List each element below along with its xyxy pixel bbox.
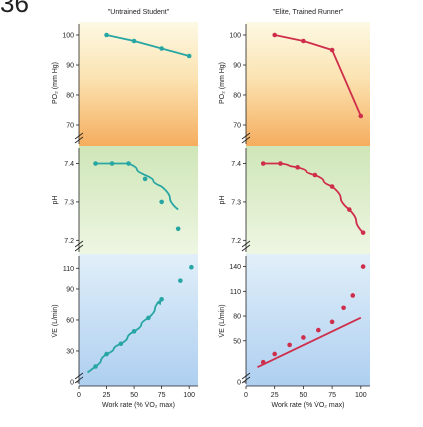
- ve-untrained-ytick-label-1: 30: [66, 348, 74, 355]
- ph-untrained-series-1-point-2: [126, 161, 131, 166]
- ph-untrained-axis-break: [74, 240, 84, 252]
- ve-untrained-xtick-label-1: 25: [103, 392, 111, 399]
- po2-elite-background: [246, 22, 370, 146]
- ve-elite-ytick-label-2: 80: [233, 314, 241, 321]
- po2-untrained-series-0-point-1: [131, 38, 137, 44]
- ph-untrained-series-1-point-3: [142, 176, 148, 182]
- ve-elite-series-1-point-5: [329, 319, 335, 325]
- ve-untrained-xtick-label-0: 0: [77, 392, 81, 399]
- po2-untrained-series-0-point-0: [104, 32, 109, 38]
- ph-untrained-ylabel: pH: [52, 196, 59, 205]
- ve-elite-series-1-point-1: [272, 351, 278, 357]
- po2-elite-series-0-point-2: [329, 47, 335, 53]
- ph-elite-ytick-label-1: 7.3: [231, 199, 241, 206]
- po2-untrained-ylabel: PO₂ (mm Hg): [52, 62, 59, 104]
- ph-elite-ylabel: pH: [219, 196, 226, 205]
- ph-elite-series-0-point-0: [260, 161, 266, 166]
- ve-elite-series-1-point-6: [341, 305, 346, 311]
- ve-elite-xtick-label-2: 50: [300, 392, 308, 399]
- ve-elite-ytick-label-4: 140: [229, 264, 241, 271]
- ph-elite-ytick-label-0: 7.2: [231, 238, 241, 245]
- ph-untrained-series-1-point-5: [175, 226, 181, 232]
- ve-untrained-series-1-point-0: [178, 278, 183, 283]
- ve-elite-series-1-point-2: [287, 342, 292, 348]
- ph-elite-ytick-label-2: 7.4: [231, 161, 241, 168]
- po2-untrained-axis-break: [74, 132, 84, 144]
- po2-elite-ytick-label-3: 100: [229, 33, 241, 40]
- po2-elite-axis-break: [241, 132, 251, 144]
- po2-untrained-ytick-label-1: 80: [66, 93, 74, 100]
- ve-elite-background: [246, 254, 370, 386]
- ve-elite-ylabel: V̇E (L/min): [218, 304, 226, 337]
- po2-untrained-series-0-point-3: [186, 53, 192, 59]
- ph-untrained-series-1-point-4: [159, 199, 164, 205]
- ve-untrained-series-0-point-1: [104, 351, 109, 357]
- po2-untrained-series-0-line: [106, 34, 190, 57]
- ve-elite-series-1-point-3: [301, 335, 306, 340]
- ve-untrained-xtick-label-4: 100: [183, 392, 195, 399]
- ve-elite-ytick-label-1: 50: [233, 338, 241, 345]
- ve-untrained-series-1-point-1: [189, 264, 194, 270]
- po2-elite-ytick-label-1: 80: [233, 93, 241, 100]
- ve-elite-xtick-label-3: 75: [328, 392, 336, 399]
- po2-untrained-ytick-label-0: 70: [66, 123, 74, 130]
- ph-untrained-ytick-label-0: 7.2: [64, 238, 74, 245]
- ve-untrained-ytick-label-0: 0: [70, 380, 74, 387]
- ve-untrained-series-0-point-4: [146, 315, 151, 321]
- ph-elite-axis-break: [241, 240, 251, 252]
- po2-untrained-ytick-label-3: 100: [62, 33, 74, 40]
- ve-elite-series-1-point-0: [260, 359, 266, 365]
- column-title-0: "Untrained Student": [108, 9, 170, 16]
- figure-number: 36: [0, 0, 29, 18]
- ph-untrained-series-1-point-0: [93, 161, 98, 166]
- ve-untrained-series-0-point-5: [159, 296, 164, 302]
- ve-elite-ytick-label-0: 0: [237, 380, 241, 387]
- po2-elite-ytick-label-0: 70: [233, 123, 241, 130]
- ve-elite-xtick-label-4: 100: [355, 392, 367, 399]
- ve-untrained-ylabel: V̇E (L/min): [51, 304, 59, 337]
- po2-elite-series-0-point-1: [301, 38, 306, 44]
- po2-untrained-background: [79, 22, 198, 146]
- po2-elite-series-0-line: [274, 34, 362, 117]
- ve-untrained-xtick-label-2: 50: [130, 392, 138, 399]
- ph-untrained-ytick-label-1: 7.3: [64, 199, 74, 206]
- ve-untrained-ytick-label-3: 90: [66, 286, 74, 293]
- po2-untrained-ytick-label-2: 90: [66, 63, 74, 70]
- ph-elite-series-0-point-5: [347, 207, 352, 212]
- ve-elite-xtick-label-1: 25: [271, 392, 279, 399]
- po2-elite-ylabel: PO₂ (mm Hg): [219, 62, 226, 104]
- ve-untrained-series-0-point-2: [118, 341, 124, 347]
- ve-untrained-series-0-point-3: [131, 329, 137, 334]
- po2-elite-ytick-label-2: 90: [233, 63, 241, 70]
- ve-untrained-xlabel: Work rate (% V̇O₂ max): [102, 401, 175, 409]
- column-title-1: "Elite, Trained Runner": [273, 9, 344, 16]
- po2-untrained-series-0-point-2: [159, 46, 164, 51]
- ph-elite-series-0-point-4: [329, 184, 335, 189]
- ve-untrained-series-0-line: [95, 298, 163, 368]
- po2-elite-series-0-point-3: [358, 113, 364, 119]
- ve-elite-series-1-point-8: [360, 264, 366, 269]
- ve-elite-xlabel: Work rate (% V̇O₂ max): [272, 401, 345, 409]
- ve-untrained-xtick-label-3: 75: [158, 392, 166, 399]
- ve-elite-series-1-point-4: [316, 327, 321, 333]
- ve-elite-series-1-point-7: [350, 293, 356, 298]
- ph-elite-series-0-point-3: [312, 172, 318, 178]
- ph-untrained-series-0-line: [95, 162, 179, 211]
- ve-untrained-ytick-label-2: 60: [66, 317, 74, 324]
- po2-elite-series-0-point-0: [272, 32, 278, 38]
- ph-elite-series-0-point-2: [295, 165, 300, 170]
- ve-elite-series-0-line: [257, 316, 362, 368]
- ve-elite-xtick-label-0: 0: [244, 392, 248, 399]
- ph-elite-series-0-point-6: [360, 230, 366, 235]
- ph-untrained-ytick-label-2: 7.4: [64, 161, 74, 168]
- ve-untrained-ytick-label-4: 110: [63, 266, 74, 273]
- ph-untrained-series-1-point-1: [109, 161, 115, 166]
- ve-elite-ytick-label-3: 110: [230, 289, 241, 296]
- ve-untrained-series-0-point-0: [93, 364, 98, 369]
- ph-elite-series-0-point-1: [278, 161, 283, 166]
